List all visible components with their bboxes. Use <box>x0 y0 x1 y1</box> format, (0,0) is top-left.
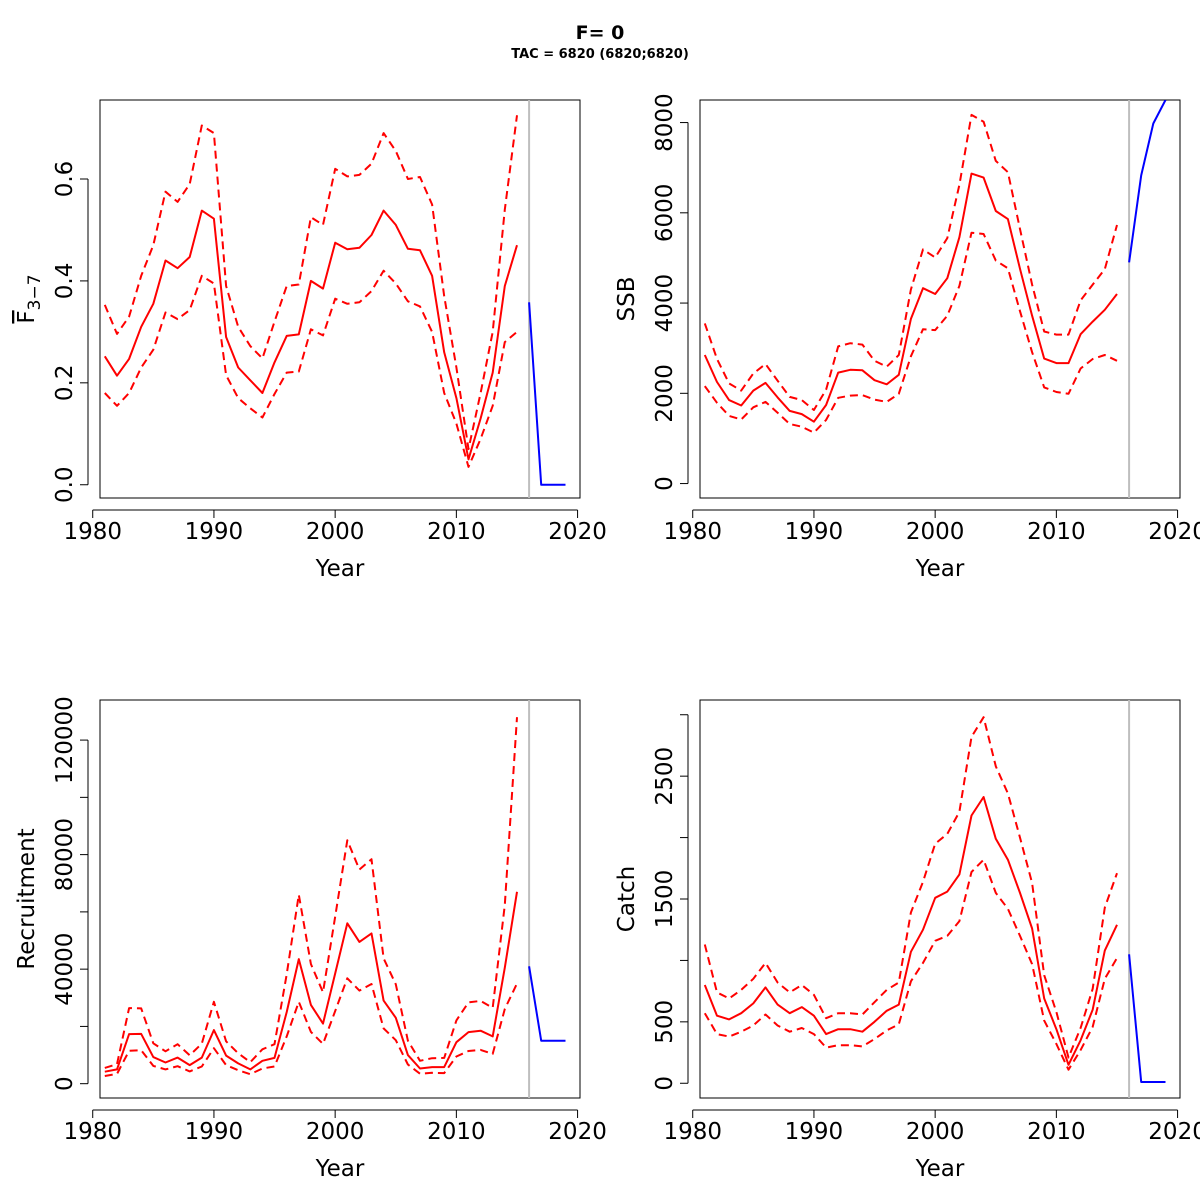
ssb-y-tick-label: 4000 <box>652 274 678 333</box>
panel-recruitment: 1980 1990 2000 2010 2020 Year 0 40000 80000 12000… <box>14 696 607 1182</box>
fbar-y-axis-label-main: F <box>14 310 40 323</box>
fbar-series-forecast <box>528 302 566 486</box>
catch-x-axis-label: Year <box>915 1156 965 1182</box>
catch-series-group <box>703 716 1166 1083</box>
ssb-series-lower <box>703 231 1118 434</box>
recruitment-series-group <box>104 717 566 1077</box>
recruitment-y-tick-label: 80000 <box>52 818 78 891</box>
panel-catch: 1980 1990 2000 2010 2020 Year 0 500 1500 2500 Catc… <box>614 699 1200 1182</box>
ssb-series-upper <box>703 113 1118 411</box>
fbar-y-tick-label: 0.6 <box>52 161 78 198</box>
ssb-series-estimate <box>703 172 1118 423</box>
recruitment-y-axis-label-main: Recruitment <box>14 828 40 969</box>
fbar-y-axis-label-subscript: 3−7 <box>25 274 45 310</box>
recruitment-series-estimate <box>104 891 518 1073</box>
fbar-series-estimate <box>103 209 518 461</box>
fbar-y-tick-label: 0.0 <box>52 466 78 503</box>
main-title: F= 0 <box>575 22 625 44</box>
fbar-plot-box <box>99 99 581 499</box>
subtitle: TAC = 6820 (6820;6820) <box>511 47 689 62</box>
recruitment-x-tick-label: 1990 <box>185 1119 244 1145</box>
recruitment-x-tick-label: 2000 <box>306 1119 365 1145</box>
fbar-y-tick-label: 0.2 <box>52 365 78 402</box>
catch-series-estimate <box>703 796 1118 1066</box>
ssb-x-tick-label: 2020 <box>1148 519 1200 545</box>
fbar-x-tick-label: 1990 <box>185 519 244 545</box>
fbar-series-upper <box>103 115 518 451</box>
recruitment-y-tick-label: 40000 <box>52 933 78 1006</box>
fbar-y-tick-label: 0.4 <box>52 263 78 300</box>
ssb-y-tick-label: 6000 <box>652 184 678 243</box>
catch-x-tick-label: 1980 <box>663 1119 722 1145</box>
recruitment-series-upper <box>104 717 518 1069</box>
ssb-x-tick-label: 1980 <box>663 519 722 545</box>
ssb-y-tick-label: 2000 <box>652 364 678 423</box>
fbar-series-group <box>103 115 566 486</box>
recruitment-series-lower <box>104 977 518 1077</box>
ssb-y-axis-label: SSB <box>614 277 640 322</box>
recruitment-y-tick-label: 0 <box>52 1076 78 1091</box>
ssb-y-tick-label: 8000 <box>652 93 678 152</box>
fbar-x-tick-label: 2000 <box>306 519 365 545</box>
ssb-x-tick-label: 2010 <box>1027 519 1086 545</box>
ssb-y-axis-label-main: SSB <box>614 277 640 322</box>
panel-fbar: 1980 1990 2000 2010 2020 Year 0.0 0.2 0.4 0.6 F3−7 <box>14 99 607 582</box>
fbar-y-axis-label: F3−7 <box>14 274 45 323</box>
panel-ssb: 1980 1990 2000 2010 2020 Year 0 2000 4000 6000 800… <box>614 93 1200 582</box>
fbar-x-axis-label: Year <box>315 556 365 582</box>
catch-x-tick-label: 2020 <box>1148 1119 1200 1145</box>
fbar-x-tick-label: 2010 <box>427 519 486 545</box>
recruitment-x-axis-label: Year <box>315 1156 365 1182</box>
recruitment-y-axis-label: Recruitment <box>14 828 40 969</box>
ssb-x-tick-label: 2000 <box>906 519 965 545</box>
recruitment-x-tick-label: 2020 <box>548 1119 607 1145</box>
fbar-x-tick-label: 1980 <box>63 519 122 545</box>
ssb-plot-box <box>699 99 1181 499</box>
ssb-series-forecast <box>1128 100 1167 263</box>
recruitment-x-tick-label: 2010 <box>427 1119 486 1145</box>
catch-y-axis-label-main: Catch <box>614 866 640 932</box>
ssb-y-tick-label: 0 <box>652 476 678 491</box>
catch-y-tick-label: 1500 <box>652 870 678 929</box>
recruitment-series-forecast <box>528 966 566 1042</box>
catch-plot-box <box>699 699 1181 1099</box>
ssb-x-tick-label: 1990 <box>785 519 844 545</box>
catch-series-lower <box>703 858 1118 1071</box>
ssb-x-axis-label: Year <box>915 556 965 582</box>
catch-x-tick-label: 2000 <box>906 1119 965 1145</box>
catch-y-tick-label: 0 <box>652 1076 678 1091</box>
fbar-series-lower <box>104 269 518 468</box>
catch-series-upper <box>703 716 1118 1059</box>
ssb-series-group <box>703 100 1167 434</box>
recruitment-plot-box <box>99 699 581 1099</box>
recruitment-y-tick-label: 120000 <box>52 696 78 784</box>
catch-y-axis-label: Catch <box>614 866 640 932</box>
recruitment-x-tick-label: 1980 <box>63 1119 122 1145</box>
fbar-x-tick-label: 2020 <box>548 519 607 545</box>
catch-y-tick-label: 2500 <box>652 747 678 806</box>
catch-series-forecast <box>1128 954 1166 1083</box>
catch-x-tick-label: 2010 <box>1027 1119 1086 1145</box>
catch-y-tick-label: 500 <box>652 1000 678 1044</box>
catch-x-tick-label: 1990 <box>785 1119 844 1145</box>
